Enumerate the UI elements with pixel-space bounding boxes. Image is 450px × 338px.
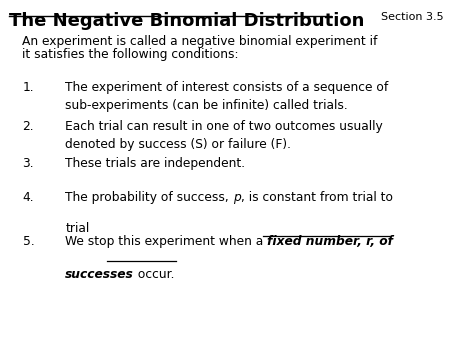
Text: 4.: 4.: [22, 191, 34, 204]
Text: 1.: 1.: [22, 81, 34, 94]
Text: The Negative Binomial Distribution: The Negative Binomial Distribution: [9, 12, 364, 30]
Text: 3.: 3.: [22, 157, 34, 170]
Text: The experiment of interest consists of a sequence of
sub-experiments (can be inf: The experiment of interest consists of a…: [65, 81, 388, 112]
Text: 5.: 5.: [22, 235, 34, 248]
Text: occur.: occur.: [134, 268, 175, 281]
Text: fixed number, r, of: fixed number, r, of: [267, 235, 393, 248]
Text: These trials are independent.: These trials are independent.: [65, 157, 245, 170]
Text: We stop this experiment when a: We stop this experiment when a: [65, 235, 267, 248]
Text: it satisfies the following conditions:: it satisfies the following conditions:: [22, 48, 239, 61]
Text: The probability of success,: The probability of success,: [65, 191, 233, 204]
Text: Section 3.5: Section 3.5: [381, 12, 443, 22]
Text: successes: successes: [65, 268, 134, 281]
Text: Each trial can result in one of two outcomes usually
denoted by success (S) or f: Each trial can result in one of two outc…: [65, 120, 383, 151]
Text: 2.: 2.: [22, 120, 34, 133]
Text: An experiment is called a negative binomial experiment if: An experiment is called a negative binom…: [22, 35, 378, 48]
Text: trial: trial: [65, 222, 90, 235]
Text: , is constant from trial to: , is constant from trial to: [241, 191, 393, 204]
Text: p: p: [233, 191, 241, 204]
